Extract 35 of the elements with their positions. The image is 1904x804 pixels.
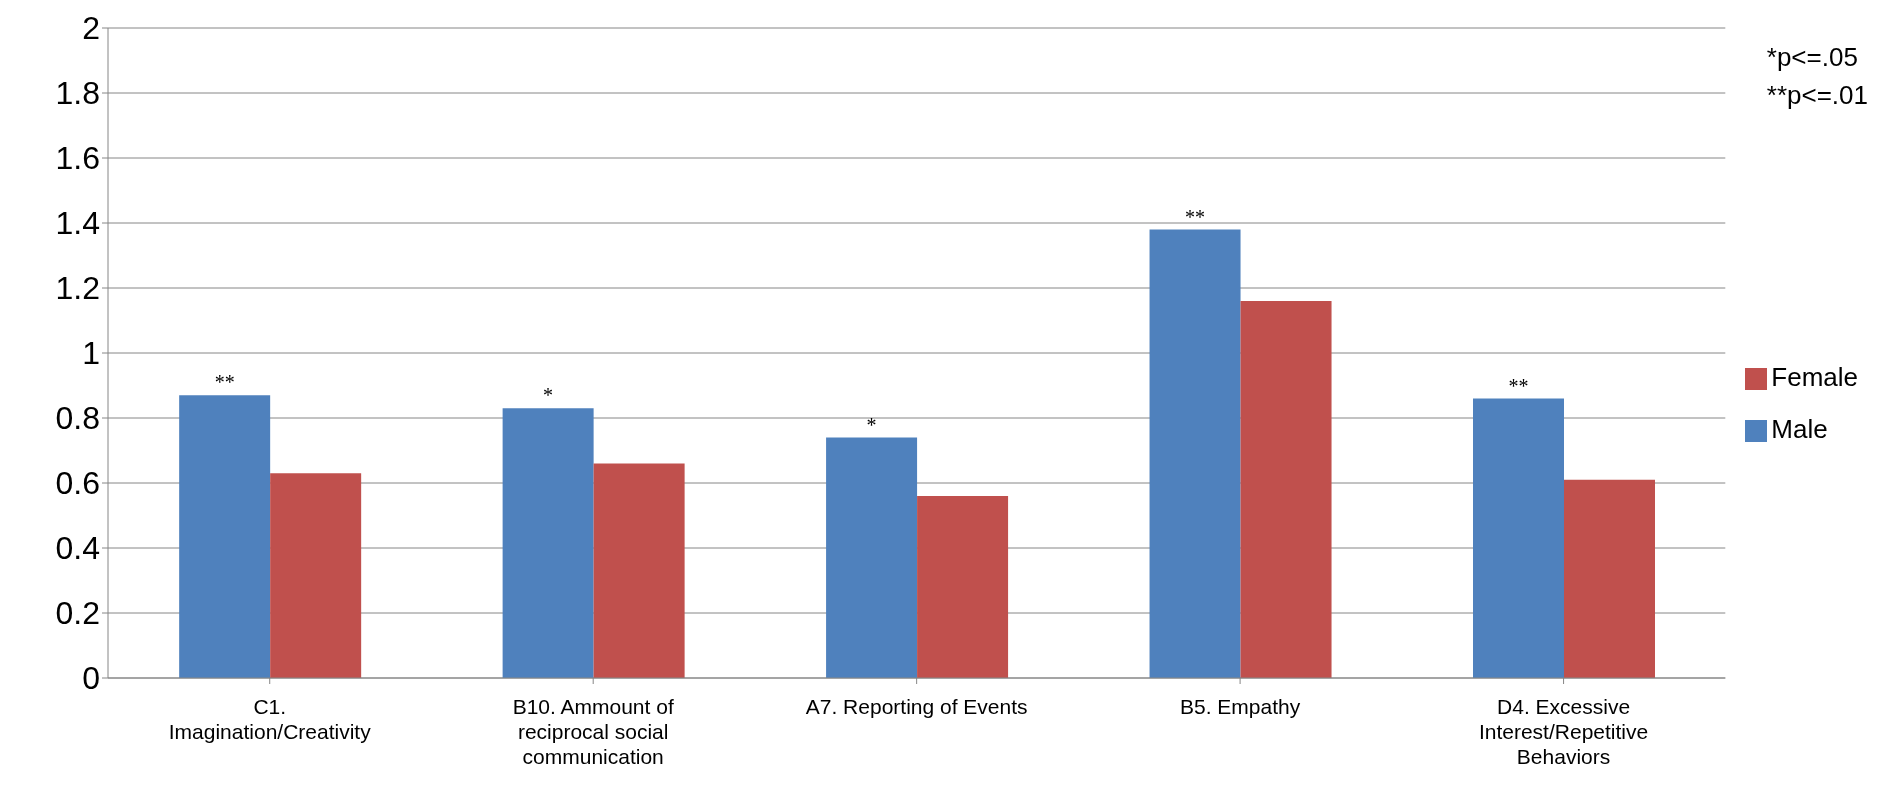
x-tick-label: A7. Reporting of Events	[805, 695, 1028, 718]
bar	[179, 395, 271, 678]
y-tick-label: 2	[82, 10, 100, 47]
x-tick-label: B5. Empathy	[1179, 695, 1301, 718]
bar	[593, 463, 685, 678]
annotation: *	[866, 413, 877, 436]
annotation: *	[543, 384, 554, 407]
annotation: **	[1185, 205, 1206, 228]
bar	[1473, 398, 1564, 678]
bar	[1240, 301, 1332, 678]
text: **p<=.01	[1766, 79, 1868, 112]
bar	[502, 408, 594, 678]
bar	[826, 437, 918, 678]
y-tick-label: 0.4	[55, 530, 100, 567]
annotation: **	[214, 371, 235, 394]
legend-label: Male	[1771, 414, 1828, 444]
y-tick-label: 1	[82, 335, 100, 372]
x-tick-label: B10. Ammount of reciprocal social communication	[512, 695, 674, 768]
x-tick-label: C1. Imagination/Creativity	[168, 695, 372, 743]
x-tick-label: D4. Excessive Interest/Repetitive Behaviors	[1478, 695, 1649, 768]
text: *p<=.05	[1766, 41, 1859, 74]
y-tick-label: 1.6	[55, 140, 100, 177]
y-tick-label: 1.8	[55, 75, 100, 112]
y-tick-label: 0.2	[55, 595, 100, 632]
y-tick-label: 0.6	[55, 465, 100, 502]
annotation: **	[1508, 374, 1529, 397]
y-tick-label: 1.4	[55, 205, 100, 242]
y-tick-label: 0.8	[55, 400, 100, 437]
bar	[917, 496, 1009, 678]
bar	[1564, 479, 1655, 678]
bar	[270, 473, 362, 678]
bar	[1149, 229, 1241, 678]
y-tick-label: 0	[82, 660, 100, 697]
legend-label: Female	[1771, 362, 1858, 392]
y-tick-label: 1.2	[55, 270, 100, 307]
